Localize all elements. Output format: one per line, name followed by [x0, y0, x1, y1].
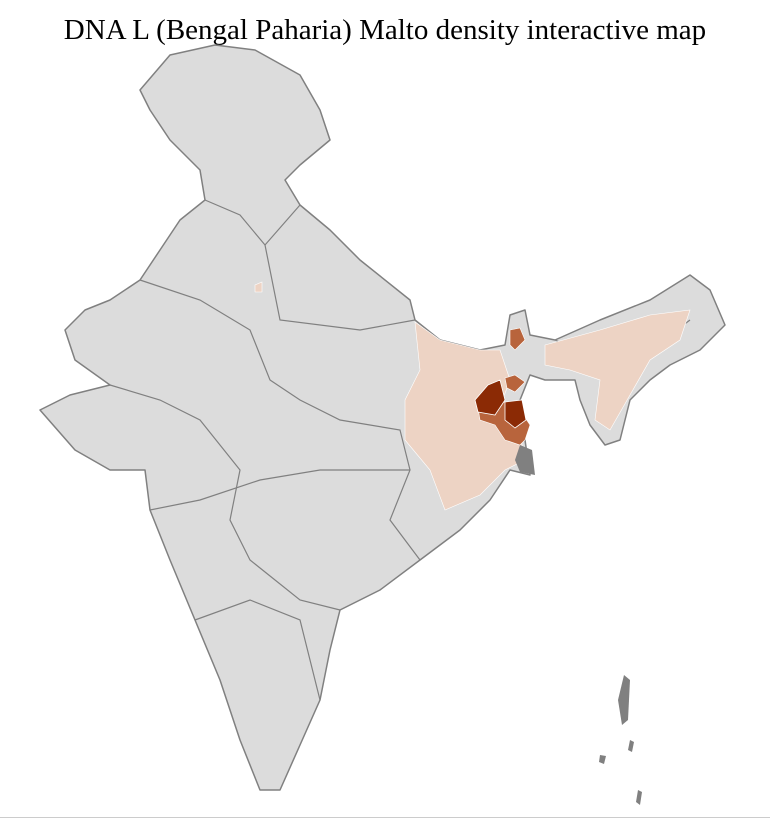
low-density-districts[interactable]	[254, 281, 691, 511]
bengal-high-region-east[interactable]	[504, 399, 527, 429]
malda-medium-district[interactable]	[504, 374, 526, 393]
darjeeling-medium-district[interactable]	[509, 327, 526, 351]
sundarbans	[515, 445, 535, 475]
up-low-district[interactable]	[254, 281, 263, 293]
bengal-high-region-west[interactable]	[474, 379, 506, 416]
assam-low-region[interactable]	[544, 309, 691, 431]
india-outline[interactable]	[39, 44, 726, 791]
andaman-nicobar-islands[interactable]	[599, 675, 642, 805]
map-title: DNA L (Bengal Paharia) Malto density int…	[63, 14, 707, 46]
bihar-jharkhand-odisha-low-region[interactable]	[404, 321, 526, 511]
india-landmass[interactable]	[39, 44, 726, 791]
high-density-districts[interactable]	[474, 379, 527, 429]
